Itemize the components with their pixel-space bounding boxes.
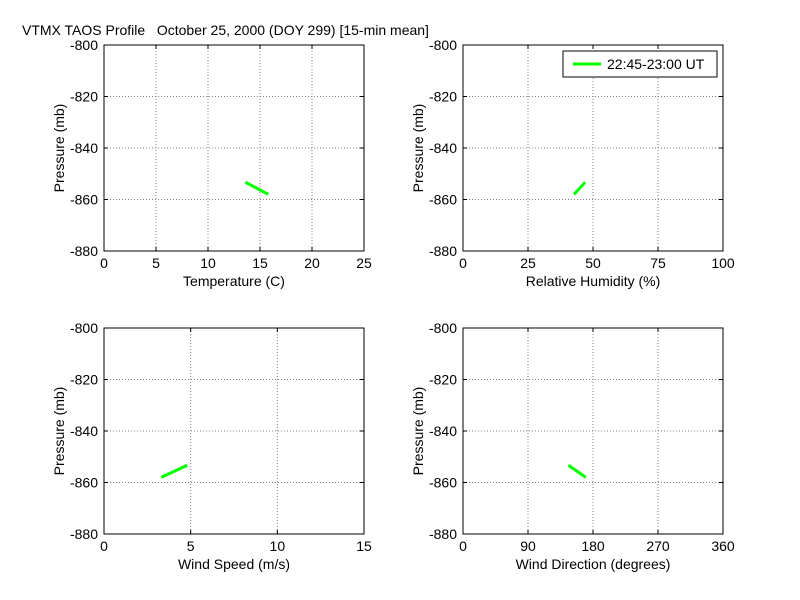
x-tick-label: 180 (581, 538, 605, 554)
y-tick-label: -880 (429, 243, 457, 259)
x-tick-label: 15 (356, 538, 372, 554)
x-axis-label: Relative Humidity (%) (526, 273, 661, 289)
x-axis-label: Wind Speed (m/s) (178, 556, 290, 572)
x-tick-label: 5 (187, 538, 195, 554)
y-tick-label: -880 (70, 526, 98, 542)
y-axis-label: Pressure (mb) (51, 387, 67, 476)
x-tick-label: 0 (100, 255, 108, 271)
x-tick-label: 25 (520, 255, 536, 271)
y-tick-label: -860 (429, 192, 457, 208)
x-tick-label: 360 (711, 538, 735, 554)
y-axis-label: Pressure (mb) (51, 104, 67, 193)
y-tick-label: -840 (70, 423, 98, 439)
y-tick-label: -800 (429, 320, 457, 336)
x-tick-label: 15 (252, 255, 268, 271)
y-tick-label: -860 (429, 475, 457, 491)
x-tick-label: 90 (520, 538, 536, 554)
x-tick-label: 100 (711, 255, 735, 271)
x-axis-label: Wind Direction (degrees) (516, 556, 671, 572)
x-tick-label: 5 (152, 255, 160, 271)
x-axis-label: Temperature (C) (183, 273, 285, 289)
legend-label: 22:45-23:00 UT (607, 56, 705, 72)
panels-group: 0 5 10 15 20 25 -800 -820 -840 -860 -880 Temperatur… (51, 37, 735, 572)
x-tick-label: 10 (200, 255, 216, 271)
y-tick-label: -860 (70, 192, 98, 208)
y-tick-label: -880 (429, 526, 457, 542)
y-tick-label: -800 (70, 37, 98, 53)
y-tick-label: -820 (429, 89, 457, 105)
series-line (244, 180, 270, 196)
x-tick-label: 10 (270, 538, 286, 554)
series-line (160, 463, 188, 479)
y-tick-label: -860 (70, 475, 98, 491)
y-axis-label: Pressure (mb) (410, 104, 426, 193)
series-line (572, 181, 587, 196)
y-tick-label: -840 (429, 423, 457, 439)
x-tick-label: 270 (646, 538, 670, 554)
figure-title: VTMX TAOS Profile October 25, 2000 (DOY … (22, 22, 429, 38)
panel-3: 0 5 10 15 -800 -820 -840 -860 -880 Wind Speed (m/… (51, 320, 372, 572)
panel-1: 0 5 10 15 20 25 -800 -820 -840 -860 -880 Temperatur… (51, 37, 372, 289)
y-tick-label: -840 (429, 140, 457, 156)
x-tick-label: 50 (585, 255, 601, 271)
y-axis-label: Pressure (mb) (410, 387, 426, 476)
series-line (567, 464, 587, 479)
x-tick-label: 20 (304, 255, 320, 271)
y-tick-label: -820 (70, 372, 98, 388)
panel-4: 0 90 180 270 360 -800 -820 -840 -860 -880 Wind Dir… (410, 320, 735, 572)
panel-2: 0 25 50 75 100 -800 -820 -840 -860 -880 Relative H… (410, 37, 735, 289)
x-tick-label: 0 (459, 538, 467, 554)
y-tick-label: -800 (70, 320, 98, 336)
x-tick-label: 25 (356, 255, 372, 271)
x-tick-label: 0 (459, 255, 467, 271)
y-tick-label: -880 (70, 243, 98, 259)
y-tick-label: -820 (429, 372, 457, 388)
y-tick-label: -820 (70, 89, 98, 105)
x-tick-label: 75 (650, 255, 666, 271)
x-tick-label: 0 (100, 538, 108, 554)
y-tick-label: -800 (429, 37, 457, 53)
y-tick-label: -840 (70, 140, 98, 156)
